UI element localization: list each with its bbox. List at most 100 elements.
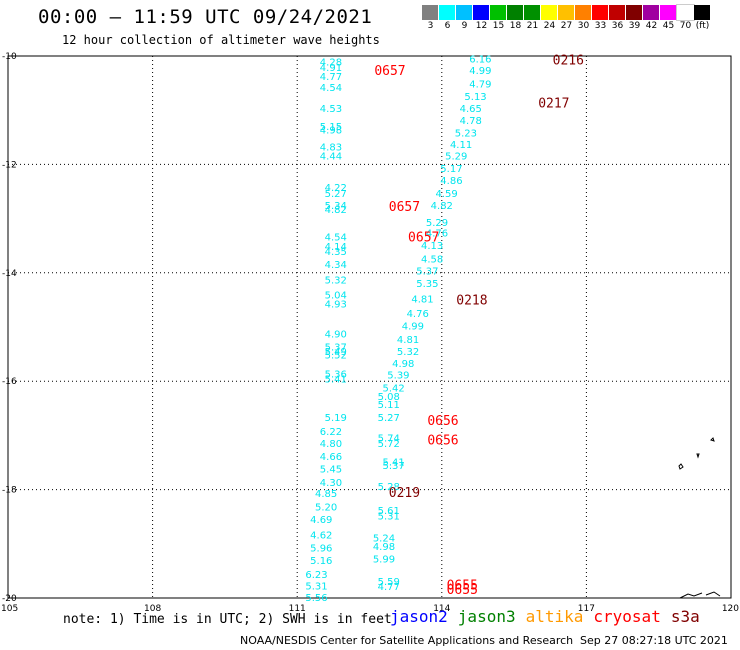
wave-height-value: 4.14 <box>325 242 347 253</box>
wave-height-value: 5.11 <box>378 400 400 411</box>
map-border <box>7 55 732 599</box>
wave-height-value: 4.34 <box>325 260 347 271</box>
legend-label: 15 <box>492 21 505 31</box>
wave-height-value: 5.19 <box>325 413 347 424</box>
credit-line: NOAA/NESDIS Center for Satellite Applica… <box>240 634 574 647</box>
wave-height-value: 4.91 <box>320 63 342 74</box>
wave-height-value: 4.58 <box>421 255 443 266</box>
footnote: note: 1) Time is in UTC; 2) SWH is in fe… <box>63 612 392 627</box>
wave-height-value: 5.61 <box>378 506 400 517</box>
wave-height-value: 5.15 <box>320 122 342 133</box>
wave-height-value: 4.28 <box>320 57 342 68</box>
legend-label: (ft) <box>695 21 710 31</box>
legend-label: 30 <box>577 21 590 31</box>
wave-height-value: 5.20 <box>315 502 337 513</box>
pass-time-label: 0218 <box>456 293 487 308</box>
legend-swatch <box>473 5 490 20</box>
wave-height-value: 5.17 <box>440 164 462 175</box>
pass-time-label: 0655 <box>447 583 478 598</box>
legend-swatch <box>439 5 456 20</box>
wave-height-value: 5.24 <box>373 533 395 544</box>
wave-height-value: 4.99 <box>469 66 491 77</box>
wave-height-value: 4.44 <box>320 152 342 163</box>
wave-height-value: 6.22 <box>320 427 342 438</box>
legend-swatch <box>592 5 609 20</box>
y-tick-label: -14 <box>2 269 17 279</box>
wave-height-value: 4.66 <box>320 452 342 463</box>
satellite-jason3: jason3 <box>457 607 516 626</box>
legend-label: 27 <box>560 21 573 31</box>
wave-height-value: 4.76 <box>407 309 429 320</box>
wave-height-value: 4.86 <box>440 176 462 187</box>
island-marker <box>696 453 700 459</box>
wave-height-value: 5.23 <box>455 128 477 139</box>
legend-label: 18 <box>509 21 522 31</box>
wave-height-value: 5.08 <box>378 392 400 403</box>
pass-time-label: 0656 <box>427 434 458 449</box>
legend-label: 9 <box>461 21 468 31</box>
pass-time-label: 0657 <box>374 64 405 79</box>
wave-height-value: 5.59 <box>378 577 400 588</box>
wave-height-value: 5.36 <box>325 370 347 381</box>
legend-label: 24 <box>543 21 556 31</box>
page-title: 00:00 – 11:59 UTC 09/24/2021 <box>38 6 373 28</box>
y-tick-label: -12 <box>2 160 17 170</box>
wave-height-value: 4.77 <box>320 72 342 83</box>
legend-swatch <box>507 5 524 20</box>
legend-swatch <box>694 5 711 20</box>
coast-fragment <box>679 592 703 599</box>
satellite-cryosat: cryosat <box>593 607 661 626</box>
wave-height-value: 5.56 <box>305 593 327 604</box>
wave-height-value: 4.82 <box>431 201 453 212</box>
wave-height-value: 4.62 <box>310 531 332 542</box>
wave-height-value: 4.65 <box>460 104 482 115</box>
wave-height-value: 5.13 <box>464 92 486 103</box>
wave-height-value: 4.98 <box>392 359 414 370</box>
coastline <box>678 437 721 599</box>
legend-swatch <box>660 5 677 20</box>
pass-time-label: 0656 <box>427 414 458 429</box>
x-tick-label: 105 <box>1 604 18 614</box>
legend-label: 3 <box>427 21 434 31</box>
wave-height-value: 4.81 <box>397 335 419 346</box>
wave-height-value: 5.16 <box>310 556 332 567</box>
wave-height-value: 5.29 <box>426 218 448 229</box>
y-tick-label: -18 <box>2 486 17 496</box>
island-marker <box>710 437 715 442</box>
wave-height-value: 4.76 <box>426 229 448 240</box>
wave-height-value: 4.80 <box>320 439 342 450</box>
wave-height-value: 4.98 <box>373 542 395 553</box>
wave-height-value: 5.37 <box>382 461 404 472</box>
x-tick-label: 114 <box>433 604 450 614</box>
wave-height-value: 4.13 <box>421 241 443 252</box>
legend-label: 33 <box>594 21 607 31</box>
legend-swatch <box>490 5 507 20</box>
x-tick-label: 117 <box>578 604 595 614</box>
pass-time-label: 0655 <box>447 578 478 593</box>
wave-height-value: 5.37 <box>416 267 438 278</box>
wave-height-value: 4.93 <box>325 300 347 311</box>
wave-height-value: 5.29 <box>445 152 467 163</box>
legend-labels: 3 6 9 12 15 18 21 24 27 30 33 36 39 42 45 70 (ft) <box>422 21 711 33</box>
wave-height-value: 5.37 <box>325 343 347 354</box>
wave-height-value: 5.49 <box>325 347 347 358</box>
x-tick-label: 111 <box>289 604 306 614</box>
legend-color-scale <box>422 4 711 21</box>
map-grid <box>7 55 732 599</box>
legend-label: 45 <box>662 21 675 31</box>
y-tick-label: -10 <box>2 52 17 62</box>
wave-height-value: 5.45 <box>320 464 342 475</box>
wave-height-value: 5.41 <box>382 457 404 468</box>
wave-height-value: 5.72 <box>378 439 400 450</box>
x-tick-label: 108 <box>144 604 161 614</box>
pass-time-labels: 0216 0657 0217 0657 0657 0218 0656 0656 0219 0655… <box>374 53 584 598</box>
wave-height-value: 5.41 <box>325 374 347 385</box>
wave-height-value: 4.30 <box>320 478 342 489</box>
wave-height-value: 4.54 <box>320 83 342 94</box>
wave-height-value: 4.54 <box>325 232 347 243</box>
wave-height-value: 4.69 <box>310 515 332 526</box>
satellite-s3a: s3a <box>670 607 700 626</box>
pass-time-label: 0219 <box>389 486 420 501</box>
wave-height-value: 5.35 <box>416 279 438 290</box>
